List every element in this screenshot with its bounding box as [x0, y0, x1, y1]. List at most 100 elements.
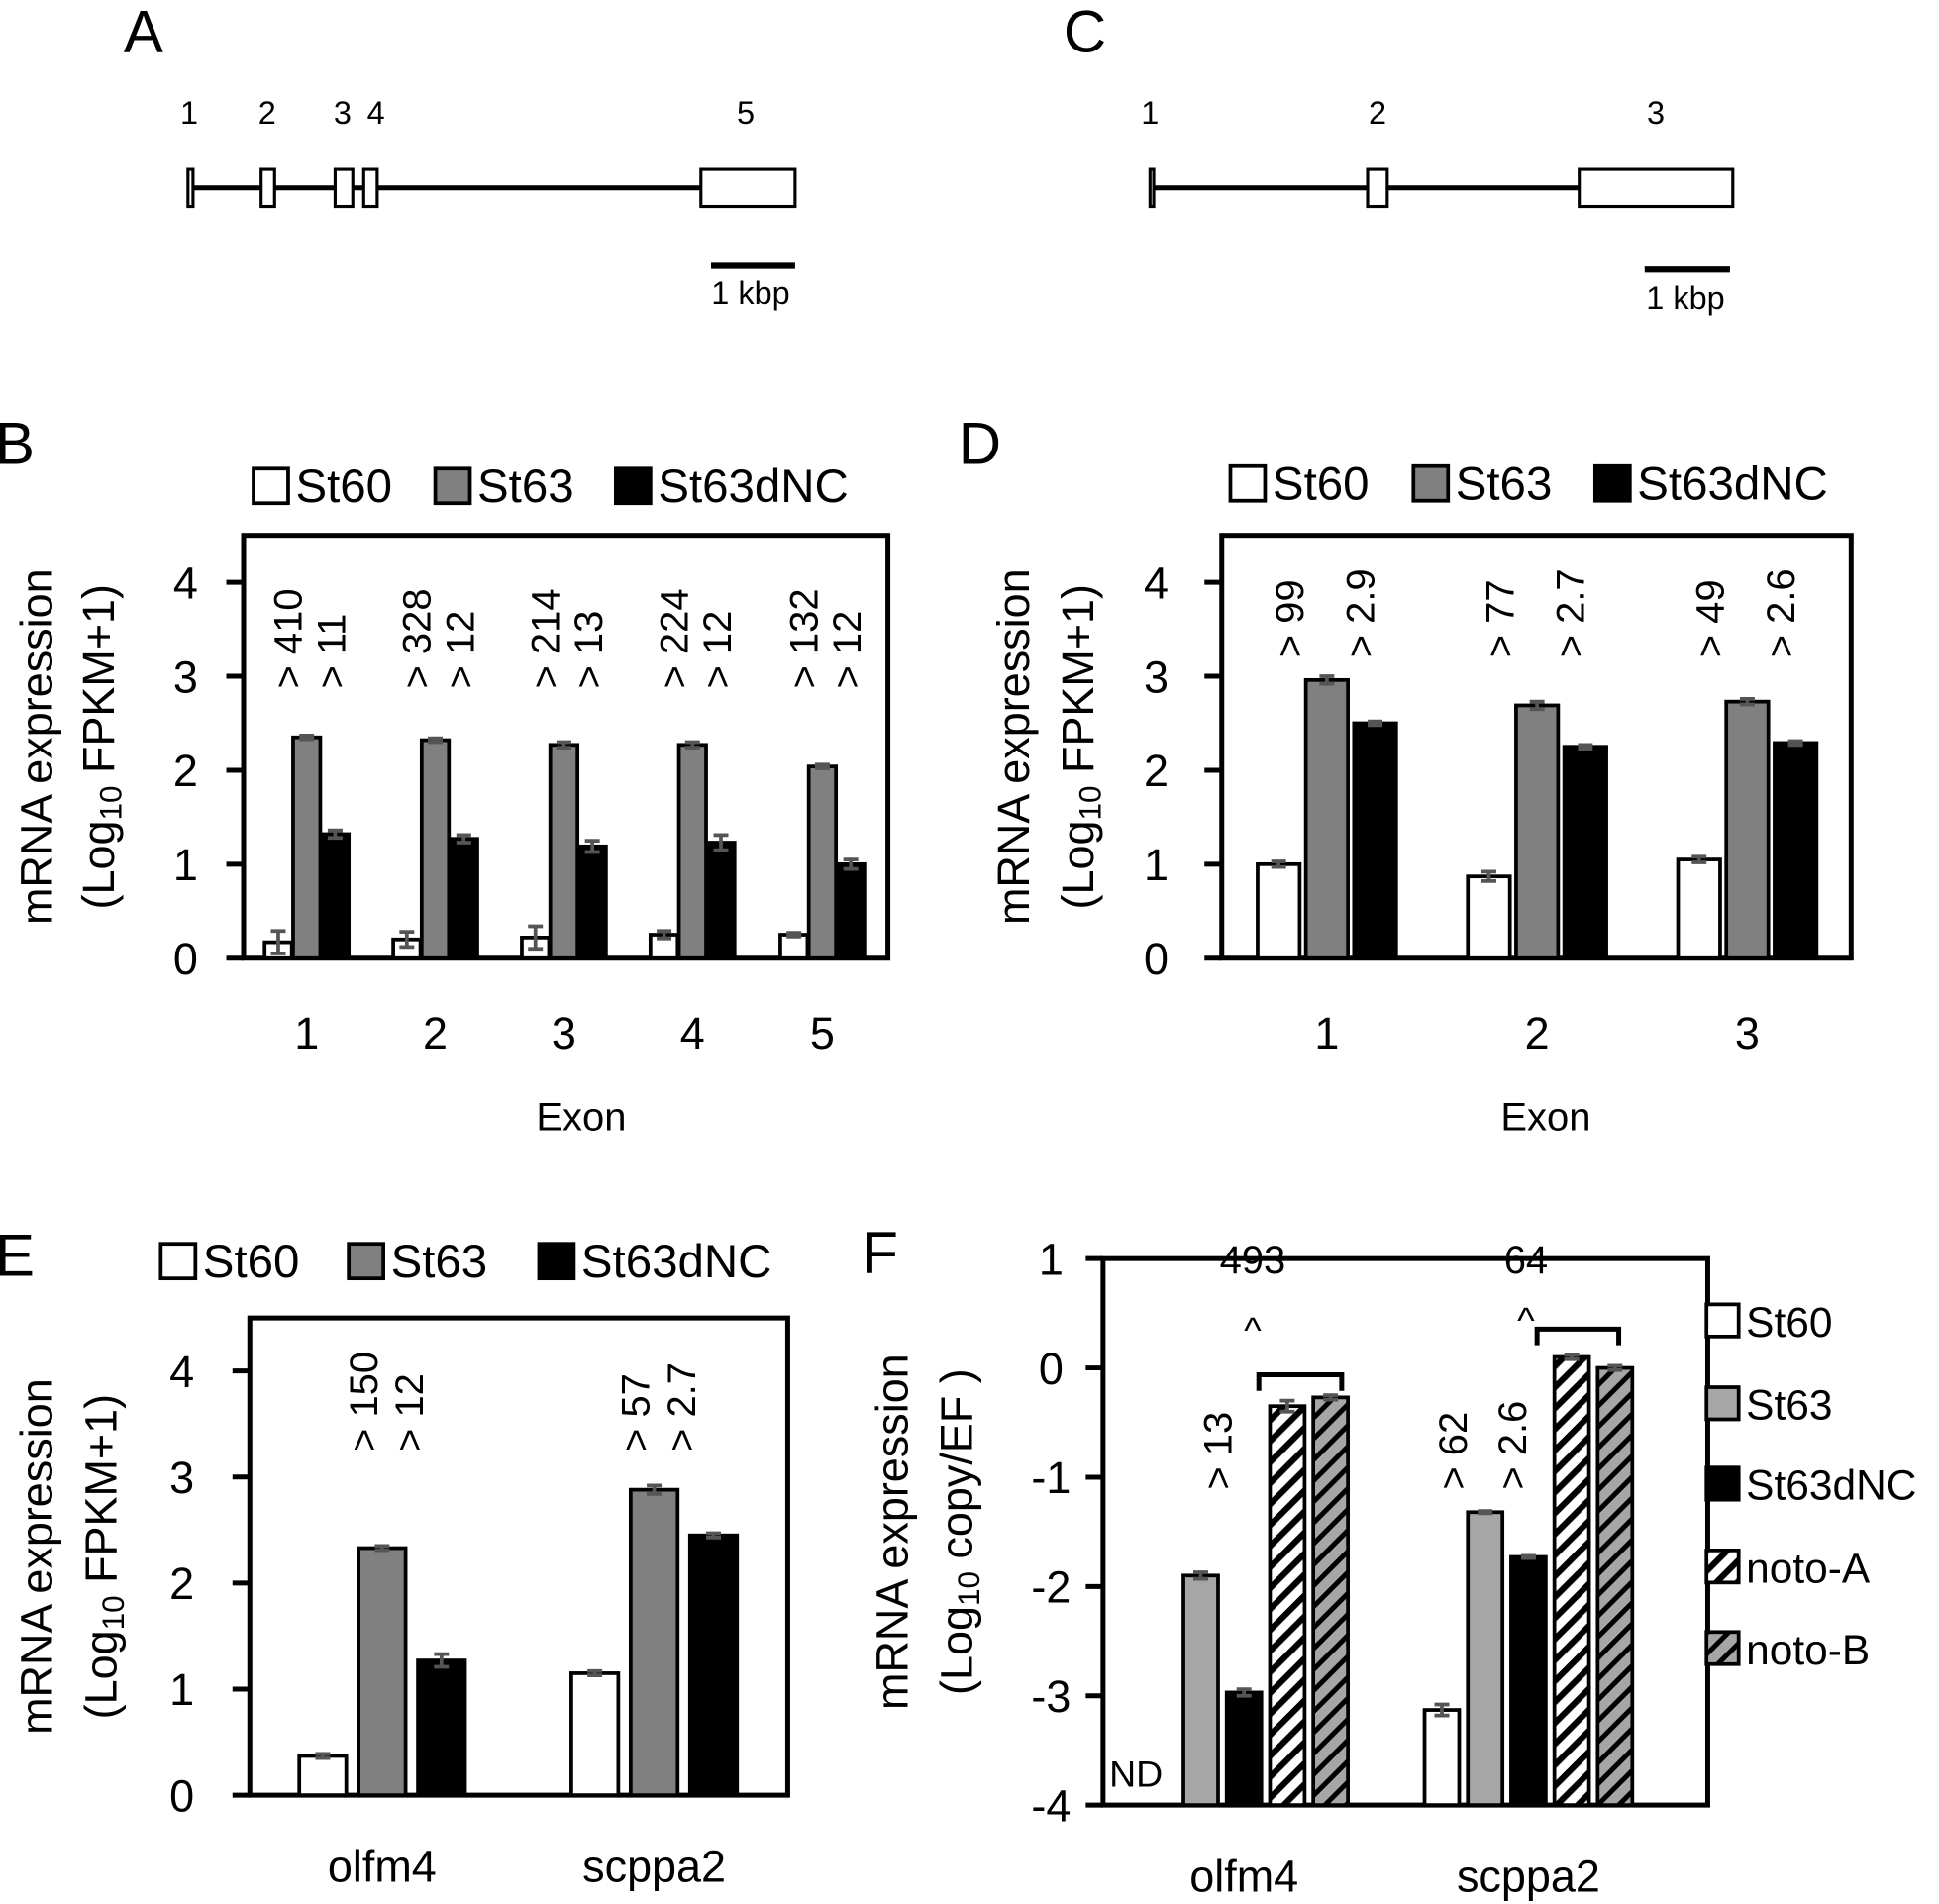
chart-b-legend-label: St63: [477, 460, 574, 513]
chart-f-bracket-fold-change: 493: [1220, 1239, 1286, 1282]
chart-e-error-bar: [647, 1483, 663, 1496]
chart-f-error-bar: [1520, 1553, 1536, 1560]
chart-e-legend-label: St63dNC: [581, 1236, 771, 1288]
chart-f-not-detected-label: ND: [1109, 1753, 1163, 1794]
chart-e-bar-st63dnc-scppa2: [687, 1533, 740, 1797]
chart-b-x-tick-label: 2: [423, 1008, 448, 1058]
chart-e-y-tick-label: 1: [169, 1664, 194, 1715]
chart-e-error-bar: [587, 1668, 603, 1677]
chart-f-fold-change-annotation: > 2.6: [1491, 1401, 1535, 1490]
gene-structure-a-exon-3: [333, 167, 355, 209]
chart-f-error-bar: [1279, 1398, 1295, 1414]
chart-d-error-bar: [1691, 854, 1707, 864]
chart-b-fold-change-annotation: > 410: [267, 588, 311, 688]
chart-e-bar-st63dnc-olfm4: [416, 1658, 467, 1797]
chart-e-legend-label: St63: [391, 1236, 488, 1288]
chart-e-plot-frame: [247, 1315, 790, 1798]
chart-f-y-tick-label: -4: [1031, 1780, 1071, 1831]
chart-b-error-bar: [584, 839, 600, 854]
gene-structure-a-exon-label: 3: [334, 95, 352, 131]
chart-f-y-tick-label: -1: [1031, 1453, 1071, 1503]
chart-d-x-tick-label: 3: [1735, 1008, 1760, 1058]
chart-b-x-axis-label: Exon: [536, 1095, 626, 1139]
chart-d-bar-st63-3: [1724, 699, 1771, 960]
chart-d-bar-st60-1: [1256, 861, 1302, 960]
gene-structure-c-exon-label: 3: [1647, 95, 1665, 131]
gene-structure-c-exon-1: [1148, 167, 1156, 209]
chart-d-fold-change-annotation: > 99: [1269, 579, 1312, 657]
chart-b-y-tick-label: 2: [173, 746, 198, 796]
chart-b-bar-st63dnc-3: [576, 844, 608, 960]
panel-label-e: E: [0, 1223, 35, 1289]
chart-b-fold-change-annotation: > 214: [524, 588, 567, 688]
chart-d-error-bar: [1271, 859, 1286, 869]
chart-d-legend-swatch-st63dnc: [1592, 463, 1632, 503]
chart-d-bar-st63-2: [1514, 703, 1561, 960]
chart-f-bar-noto-b-olfm4: [1311, 1395, 1350, 1807]
chart-f-y-tick-label: 1: [1039, 1234, 1064, 1284]
chart-d-legend-swatch-st60: [1228, 463, 1268, 503]
chart-f-bar-st60-scppa2: [1422, 1708, 1462, 1807]
chart-f-legend-swatch-st63dnc: [1704, 1465, 1741, 1502]
chart-f-legend-label: St60: [1746, 1299, 1832, 1346]
chart-b-y-axis-label: mRNA expression: [11, 568, 61, 925]
chart-d-bar-st63dnc-3: [1773, 741, 1819, 960]
chart-e-y-axis-label: mRNA expression: [11, 1378, 61, 1735]
chart-f-legend-label: noto-A: [1746, 1545, 1871, 1591]
chart-d-legend-label: St60: [1273, 457, 1370, 510]
chart-f-x-tick-label: olfm4: [1189, 1852, 1298, 1902]
gene-structure-c-scale-bar-label: 1 kbp: [1646, 280, 1724, 316]
chart-e-x-tick-label: olfm4: [328, 1842, 437, 1892]
chart-f-legend-swatch-noto-a: [1704, 1548, 1741, 1585]
chart-f-bar-noto-b-scppa2: [1595, 1365, 1635, 1807]
chart-f-legend-swatch-noto-b: [1704, 1630, 1741, 1666]
chart-d-error-bar: [1368, 719, 1383, 728]
chart-f-error-bar: [1236, 1687, 1252, 1698]
gene-structure-a-exon-label: 2: [258, 95, 276, 131]
gene-structure-c-exon-2: [1366, 167, 1389, 209]
chart-f-y-axis-label-units: (Log10 copy/EF ): [931, 1368, 985, 1695]
chart-b-legend-swatch-st63: [433, 466, 472, 506]
chart-d-y-tick-label: 2: [1144, 746, 1169, 796]
chart-b-error-bar: [786, 931, 802, 939]
chart-b-y-axis-label-units: (Log10 FPKM+1): [73, 584, 128, 909]
chart-d-y-tick-label: 0: [1144, 934, 1169, 984]
chart-d-x-tick-label: 2: [1525, 1008, 1550, 1058]
chart-d-x-axis-label: Exon: [1500, 1095, 1590, 1139]
chart-d-y-tick-label: 1: [1144, 840, 1169, 890]
chart-b-fold-change-annotation: > 12: [826, 611, 869, 689]
chart-f-fold-change-annotation: > 13: [1197, 1412, 1241, 1490]
chart-d-bar-st63dnc-2: [1562, 745, 1608, 960]
chart-e-bar-st60-olfm4: [297, 1754, 349, 1797]
chart-f-bar-st63dnc-scppa2: [1509, 1554, 1548, 1807]
chart-b-error-bar: [556, 740, 571, 751]
chart-d-bar-st60-3: [1676, 857, 1722, 960]
chart-b-error-bar: [713, 833, 729, 852]
chart-e-legend-swatch-st60: [158, 1242, 198, 1281]
chart-e-fold-change-annotation: > 12: [388, 1373, 432, 1452]
chart-b-error-bar: [428, 736, 444, 745]
chart-b-error-bar: [327, 828, 343, 841]
chart-b-bar-st63-2: [419, 738, 452, 960]
chart-e-y-tick-label: 2: [169, 1558, 194, 1609]
chart-d-error-bar: [1319, 674, 1335, 686]
chart-f-bracket-caret: ^: [1244, 1309, 1262, 1351]
chart-b-error-bar: [456, 833, 471, 845]
chart-f-bracket-caret: ^: [1517, 1299, 1535, 1341]
gene-structure-a-scale-bar-label: 1 kbp: [711, 275, 789, 311]
chart-f-bar-noto-a-scppa2: [1552, 1354, 1591, 1807]
chart-f-bar-noto-a-olfm4: [1268, 1404, 1307, 1807]
chart-b-bar-st63dnc-2: [448, 837, 479, 960]
chart-d-error-bar: [1480, 869, 1496, 883]
chart-b-bar-st63-5: [806, 764, 839, 960]
chart-e-error-bar: [706, 1531, 722, 1540]
chart-e-bar-st63-scppa2: [628, 1487, 680, 1797]
gene-structure-a-exon-2: [259, 167, 276, 209]
chart-e-legend-swatch-st63dnc: [537, 1242, 576, 1281]
chart-e-y-tick-label: 4: [169, 1347, 194, 1397]
chart-f-legend-swatch-st60: [1704, 1302, 1741, 1339]
chart-e-bar-st63-olfm4: [357, 1546, 408, 1797]
chart-b-error-bar: [270, 929, 286, 955]
chart-d-x-tick-label: 1: [1314, 1008, 1339, 1058]
